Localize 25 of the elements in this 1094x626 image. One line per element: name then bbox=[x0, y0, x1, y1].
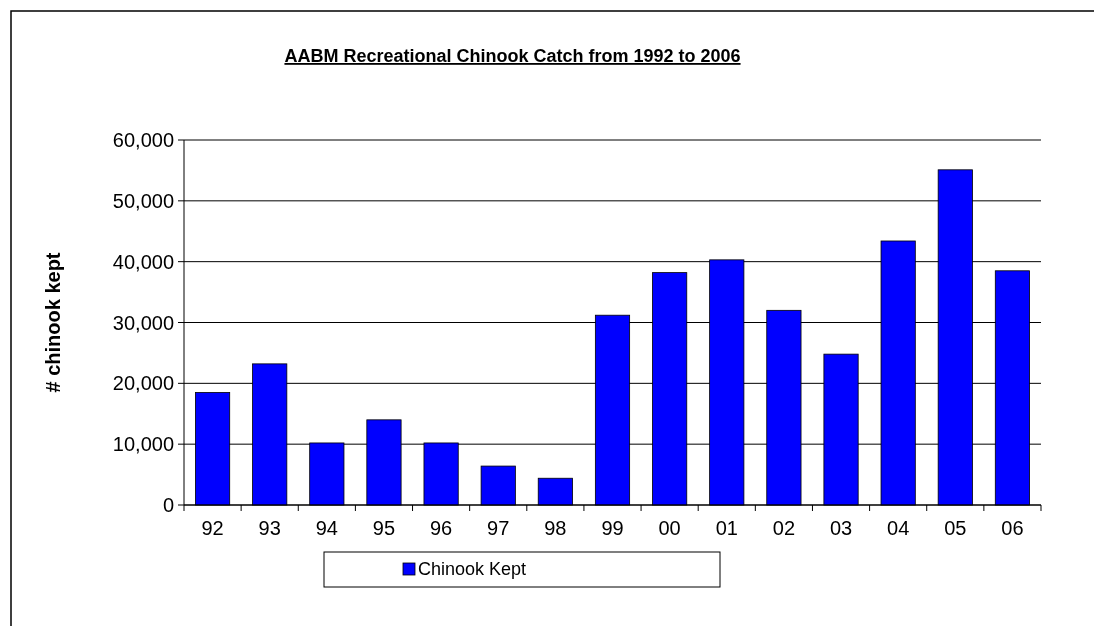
x-tick-label: 96 bbox=[429, 517, 453, 539]
y-tick-label: 10,000 bbox=[112, 433, 174, 456]
legend-label: Chinook Kept bbox=[418, 559, 527, 580]
x-tick-label: 99 bbox=[601, 517, 624, 539]
x-tick-label: 02 bbox=[772, 517, 796, 539]
y-tick-label: 50,000 bbox=[112, 189, 174, 212]
y-tick-label: 20,000 bbox=[112, 372, 174, 395]
y-tick-label: 0 bbox=[162, 494, 174, 516]
x-tick-label: 05 bbox=[944, 517, 967, 539]
x-tick-label: 97 bbox=[487, 517, 510, 539]
x-tick-label: 03 bbox=[829, 517, 853, 539]
x-tick-label: 06 bbox=[1001, 517, 1024, 539]
x-tick-label: 94 bbox=[315, 517, 338, 539]
y-tick-label: 60,000 bbox=[112, 129, 174, 151]
x-tick-label: 92 bbox=[201, 517, 224, 539]
x-tick-label: 98 bbox=[544, 517, 567, 539]
x-tick-label: 95 bbox=[372, 517, 396, 539]
chart-title: AABM Recreational Chinook Catch from 1992 to 2006 bbox=[284, 46, 741, 66]
x-tick-label: 00 bbox=[658, 517, 681, 539]
y-tick-label: 30,000 bbox=[112, 311, 174, 334]
x-tick-label: 04 bbox=[887, 517, 910, 539]
y-axis-title: # chinook kept bbox=[42, 252, 64, 393]
y-tick-label: 40,000 bbox=[112, 250, 174, 273]
x-tick-label: 93 bbox=[258, 517, 281, 539]
x-tick-label: 01 bbox=[715, 517, 738, 539]
